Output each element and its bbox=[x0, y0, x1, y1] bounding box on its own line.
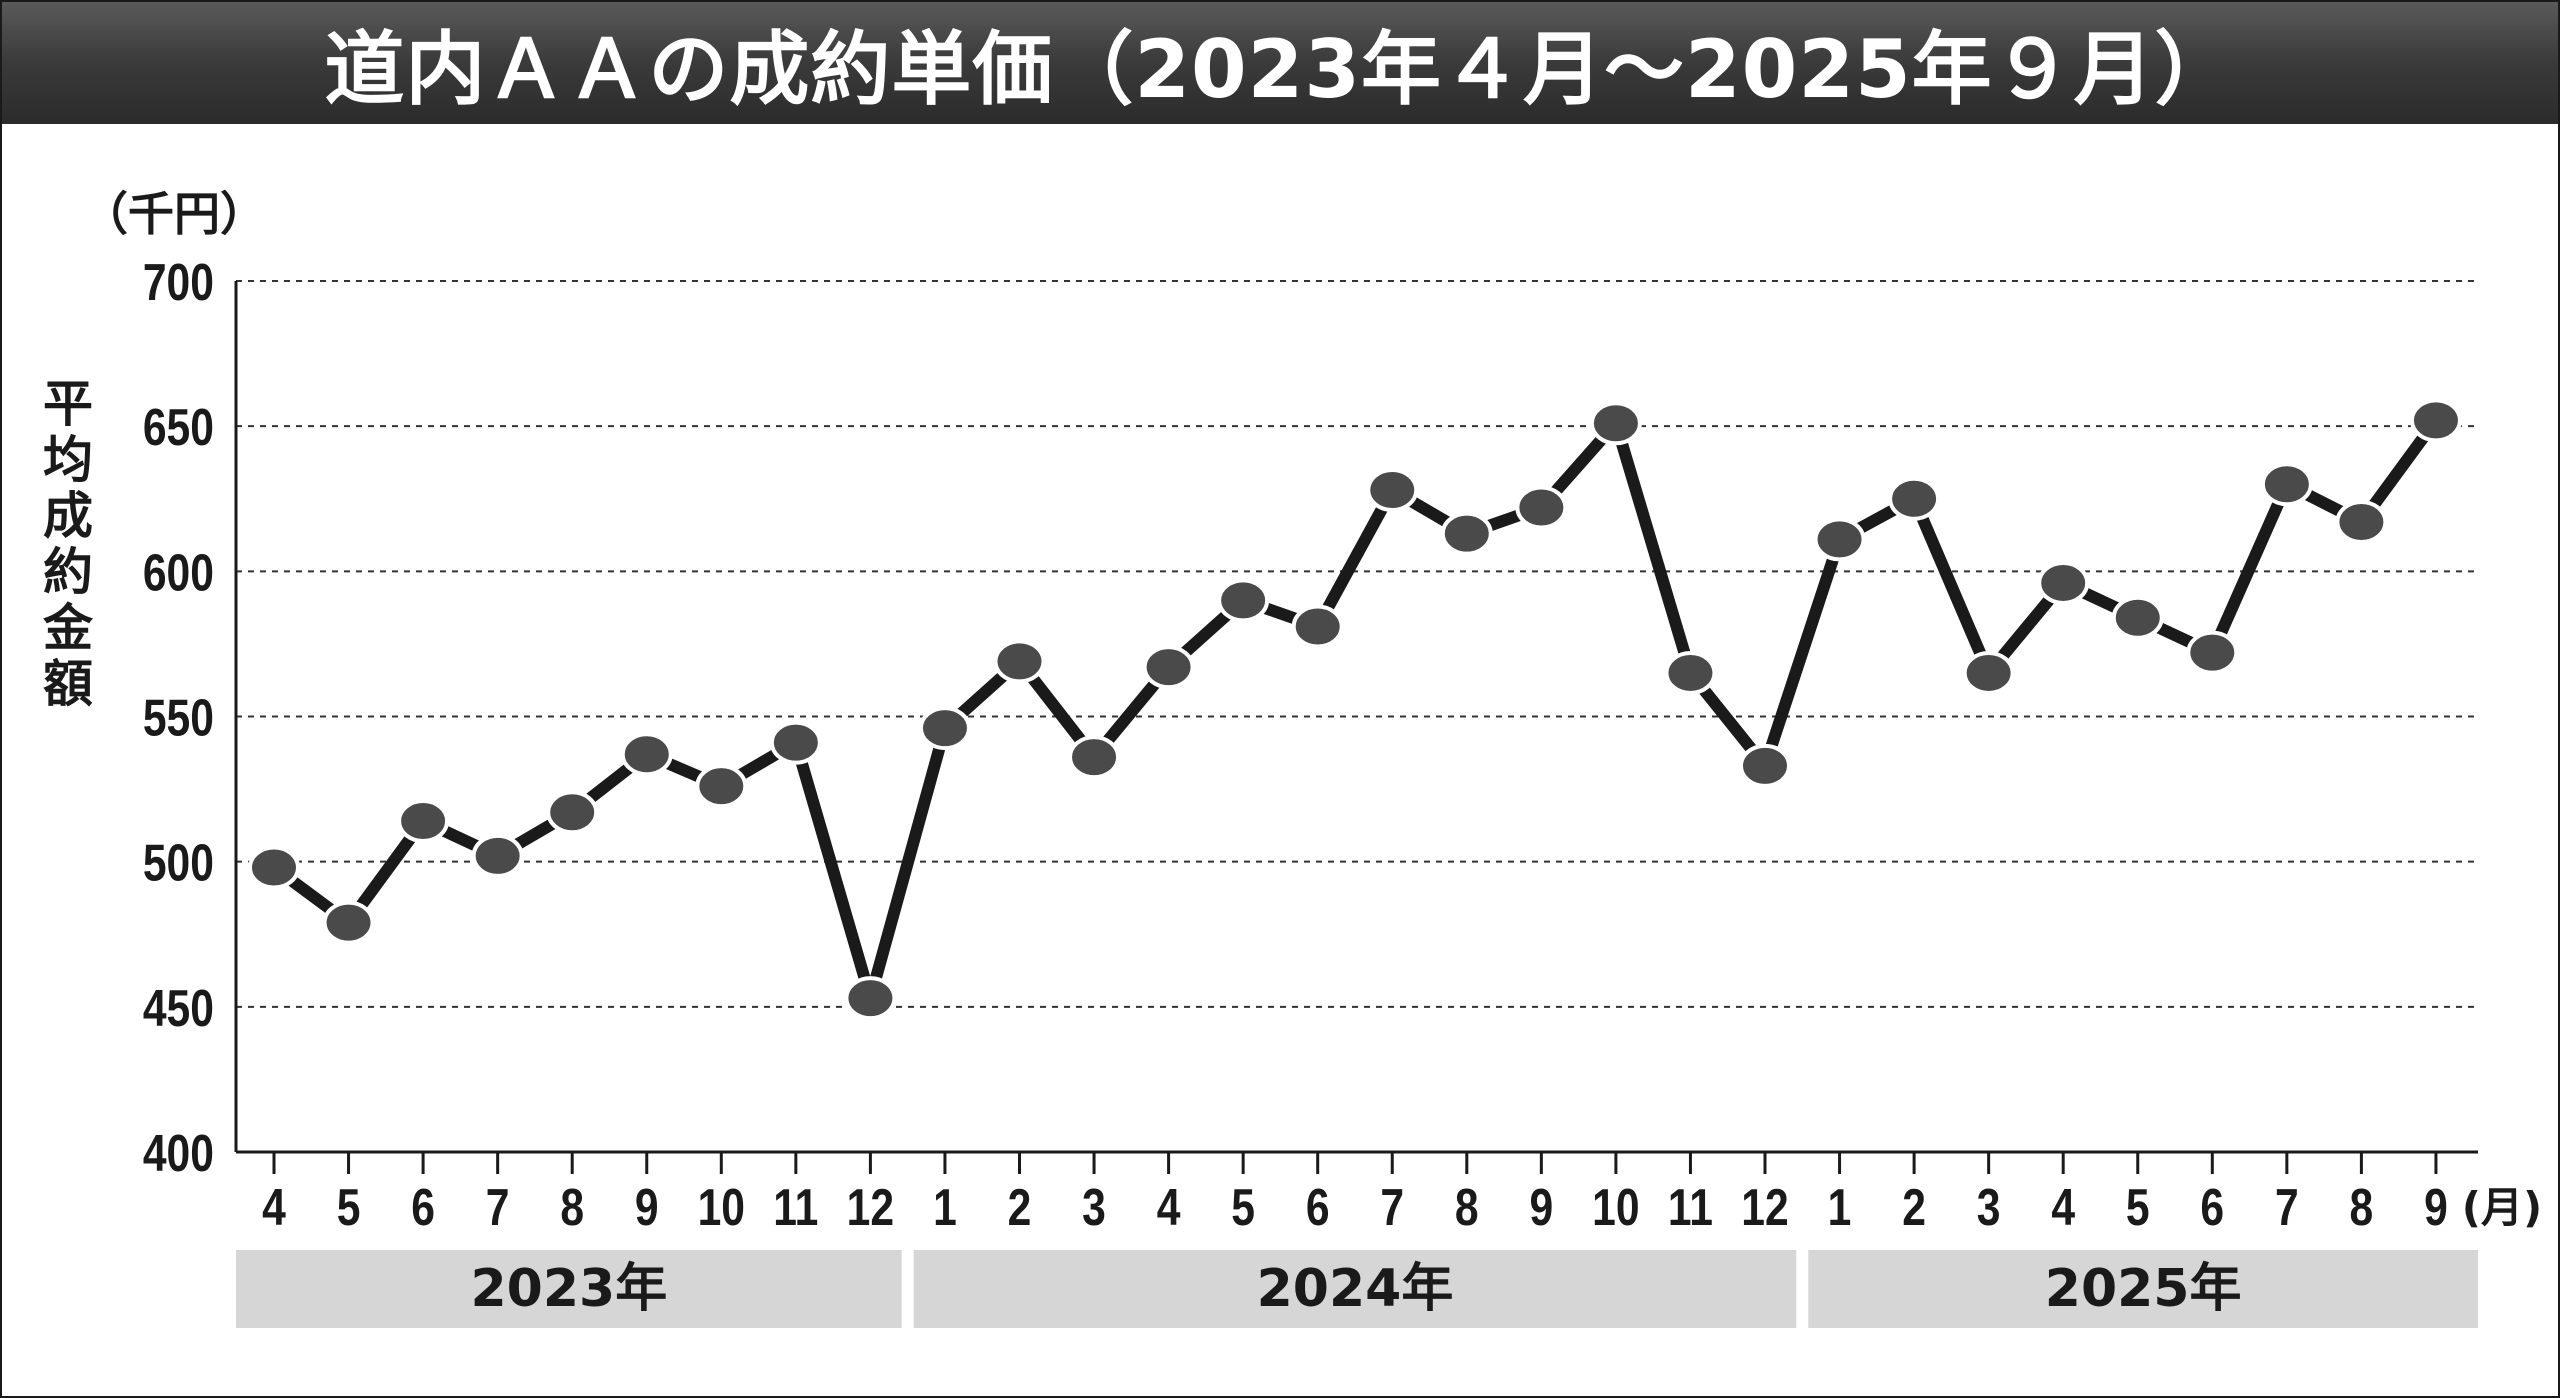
x-tick-label: 10 bbox=[698, 1179, 745, 1237]
x-tick-label: 4 bbox=[1157, 1179, 1181, 1237]
data-point bbox=[546, 790, 599, 835]
data-point bbox=[1142, 645, 1195, 690]
x-tick-label: 9 bbox=[2424, 1179, 2448, 1237]
y-unit-label: （千円） bbox=[82, 187, 266, 241]
y-tick-label: 600 bbox=[143, 544, 214, 602]
x-tick-label: 6 bbox=[411, 1179, 435, 1237]
data-point bbox=[769, 720, 822, 765]
data-point bbox=[1888, 476, 1941, 521]
data-point bbox=[1813, 517, 1866, 562]
x-tick-label: 1 bbox=[933, 1179, 957, 1237]
data-point bbox=[2335, 499, 2388, 544]
data-point bbox=[322, 900, 375, 945]
x-tick-label: 9 bbox=[1529, 1179, 1553, 1237]
x-tick-label: 8 bbox=[560, 1179, 584, 1237]
data-point bbox=[1440, 511, 1493, 556]
data-point bbox=[2409, 398, 2462, 443]
y-axis-label: 平均成約金額 bbox=[35, 377, 93, 713]
series-line bbox=[268, 414, 2442, 1005]
x-tick-label: 11 bbox=[1668, 1179, 1713, 1237]
x-unit-label: (月) bbox=[2462, 1183, 2542, 1232]
x-tick-label: 2 bbox=[1008, 1179, 1032, 1237]
data-point bbox=[844, 976, 897, 1021]
year-band bbox=[1808, 1250, 2478, 1328]
data-point bbox=[248, 845, 300, 890]
x-tick-label: 11 bbox=[773, 1179, 818, 1237]
data-point bbox=[1217, 578, 1270, 623]
x-tick-label: 3 bbox=[1082, 1179, 1106, 1237]
y-tick-label: 500 bbox=[143, 835, 214, 893]
data-point bbox=[1962, 650, 2015, 695]
x-tick-label: 12 bbox=[1741, 1179, 1788, 1237]
data-point bbox=[1068, 735, 1121, 780]
y-tick-label: 550 bbox=[143, 690, 214, 748]
x-tick-label: 7 bbox=[1380, 1179, 1404, 1237]
title-bar: 道内ＡＡの成約単価（2023年４月～2025年９月） bbox=[2, 2, 2558, 124]
data-point bbox=[2037, 560, 2090, 605]
data-point bbox=[695, 764, 748, 809]
x-tick-label: 5 bbox=[1231, 1179, 1255, 1237]
x-tick-label: 3 bbox=[1977, 1179, 2001, 1237]
x-tick-label: 5 bbox=[2126, 1179, 2150, 1237]
y-tick-label: 700 bbox=[143, 254, 214, 312]
data-point bbox=[1515, 485, 1568, 530]
x-tick-label: 12 bbox=[847, 1179, 894, 1237]
x-tick-label: 5 bbox=[337, 1179, 361, 1237]
x-tick-label: 9 bbox=[635, 1179, 659, 1237]
data-point bbox=[2260, 462, 2313, 507]
y-tick-label: 650 bbox=[143, 399, 214, 457]
x-tick-label: 4 bbox=[2051, 1179, 2075, 1237]
x-tick-label: 7 bbox=[486, 1179, 510, 1237]
y-tick-label: 450 bbox=[143, 980, 214, 1038]
x-tick-label: 1 bbox=[1828, 1179, 1852, 1237]
chart-title: 道内ＡＡの成約単価（2023年４月～2025年９月） bbox=[324, 23, 2236, 116]
x-tick-label: 7 bbox=[2275, 1179, 2299, 1237]
x-tick-label: 10 bbox=[1592, 1179, 1639, 1237]
x-tick-label: 6 bbox=[1306, 1179, 1330, 1237]
y-tick-label: 400 bbox=[143, 1125, 214, 1183]
data-point bbox=[397, 799, 450, 844]
data-point bbox=[2111, 595, 2164, 640]
year-band-label: 2023年 bbox=[470, 1259, 667, 1319]
year-band bbox=[236, 1250, 902, 1328]
x-tick-label: 4 bbox=[262, 1179, 286, 1237]
x-tick-label: 2 bbox=[1902, 1179, 1926, 1237]
year-band-label: 2024年 bbox=[1257, 1259, 1454, 1319]
data-point bbox=[993, 639, 1046, 684]
data-point bbox=[1664, 650, 1717, 695]
x-tick-label: 8 bbox=[1455, 1179, 1479, 1237]
data-point bbox=[1291, 604, 1344, 649]
data-point bbox=[471, 833, 524, 878]
x-tick-label: 8 bbox=[2350, 1179, 2374, 1237]
year-band-label: 2025年 bbox=[2045, 1259, 2242, 1319]
data-point bbox=[1589, 401, 1642, 446]
data-point bbox=[918, 706, 971, 751]
data-point bbox=[1366, 468, 1419, 513]
data-point bbox=[2186, 630, 2239, 675]
year-band bbox=[913, 1250, 1797, 1328]
data-point bbox=[1739, 743, 1791, 788]
data-point bbox=[620, 732, 673, 777]
x-tick-label: 6 bbox=[2200, 1179, 2224, 1237]
